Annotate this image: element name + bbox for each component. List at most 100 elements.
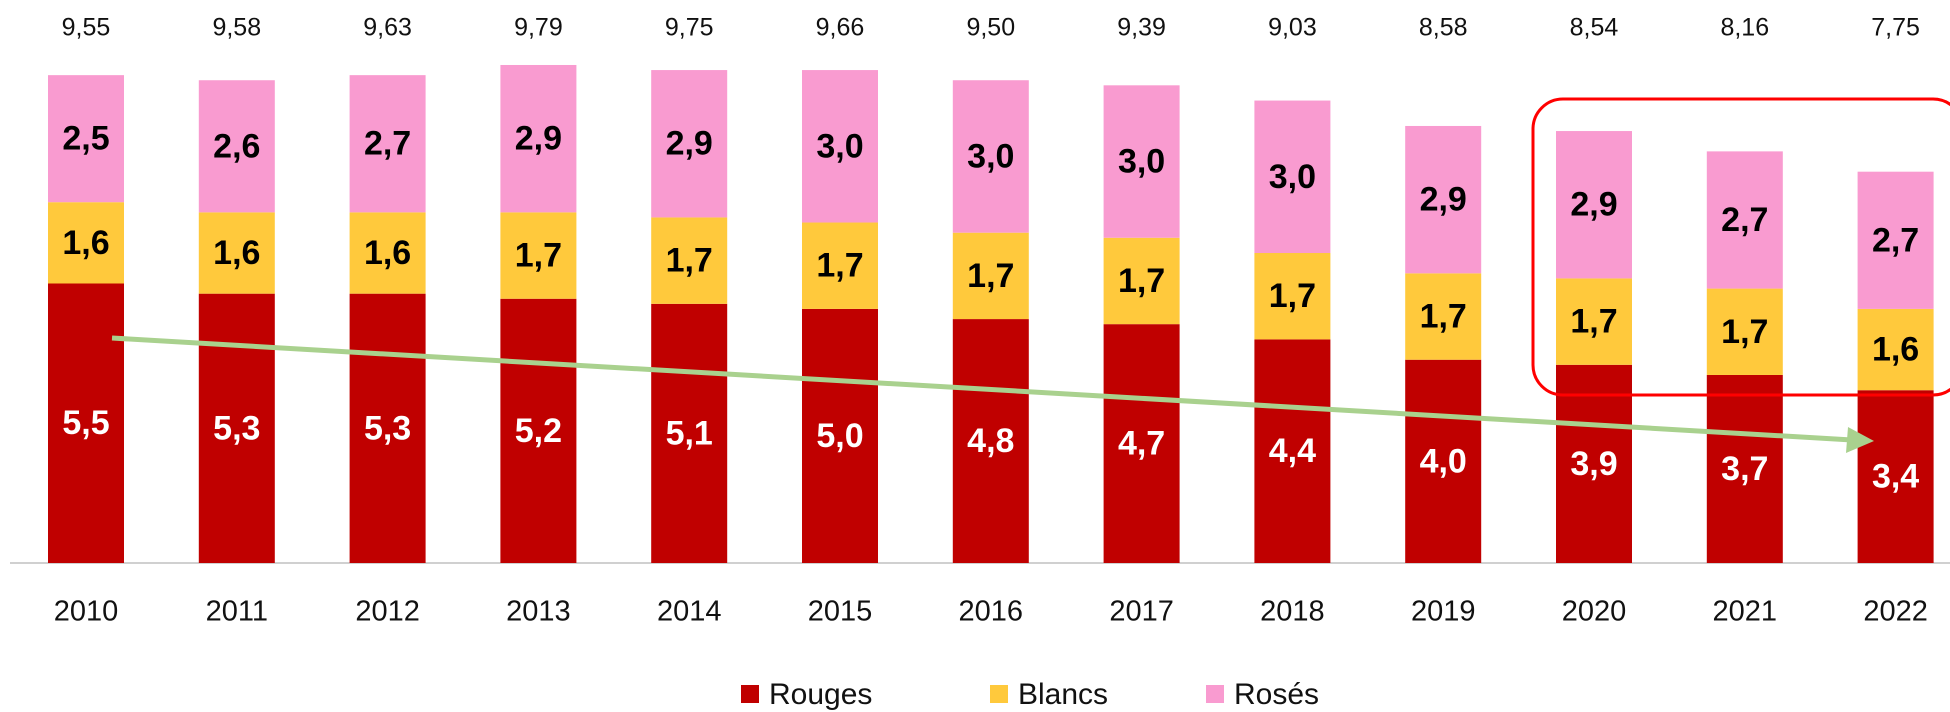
total-label: 9,39 — [1117, 14, 1166, 42]
bar-segment — [1254, 253, 1331, 340]
bar-segment — [1103, 85, 1180, 238]
value-label: 1,7 — [1118, 262, 1165, 300]
bar-segment — [952, 232, 1029, 320]
value-label: 3,7 — [1721, 450, 1768, 488]
bar-segment — [1857, 171, 1934, 309]
value-label: 2,6 — [213, 127, 260, 165]
value-label: 1,7 — [1570, 303, 1617, 341]
bar-segment — [802, 308, 878, 563]
trend-arrow-head — [1846, 427, 1874, 453]
bar-segment — [1857, 390, 1934, 563]
total-label: 9,55 — [62, 14, 111, 42]
x-tick-label: 2019 — [1411, 596, 1476, 628]
total-label: 9,58 — [212, 14, 261, 42]
bar-segment — [198, 80, 275, 213]
value-label: 5,5 — [62, 404, 109, 442]
bars — [48, 64, 1934, 563]
bar-segment — [1405, 273, 1482, 360]
value-label: 5,3 — [213, 409, 260, 447]
value-label: 1,7 — [1269, 277, 1316, 315]
bar-segment — [48, 283, 124, 563]
value-label: 3,0 — [816, 127, 863, 165]
value-label: 2,9 — [666, 125, 713, 163]
bar-segment — [1556, 364, 1632, 563]
bar-segment — [48, 75, 124, 203]
value-label: 1,7 — [967, 257, 1014, 295]
bar-segment — [198, 212, 275, 294]
legend-swatch — [990, 685, 1008, 703]
x-tick-label: 2014 — [657, 596, 722, 628]
bar-segment — [1706, 288, 1783, 375]
value-label: 1,7 — [1721, 313, 1768, 351]
legend-label: Blancs — [1018, 678, 1108, 711]
bar-segment — [1706, 374, 1783, 563]
trend-arrow — [111, 335, 1853, 443]
bar-segment — [1857, 308, 1934, 391]
legend-swatch — [741, 685, 759, 703]
value-label: 2,9 — [1570, 186, 1617, 224]
x-tick-label: 2021 — [1713, 596, 1778, 628]
value-label: 2,7 — [1872, 221, 1919, 259]
bar-segment — [349, 212, 426, 294]
value-label: 4,0 — [1420, 442, 1467, 480]
total-label: 8,54 — [1570, 14, 1619, 42]
x-tick-label: 2012 — [355, 596, 420, 628]
x-tick-label: 2016 — [959, 596, 1024, 628]
bar-segment — [500, 298, 577, 563]
bar-segment — [952, 80, 1029, 233]
bar-segment — [1706, 151, 1783, 289]
bar-segment — [349, 75, 426, 213]
bar-segment — [1254, 100, 1331, 254]
total-label: 9,50 — [966, 14, 1015, 42]
legend-label: Rouges — [769, 678, 872, 711]
legend-swatch — [1206, 685, 1224, 703]
bar-segment — [651, 70, 728, 218]
value-label: 4,7 — [1118, 425, 1165, 463]
value-label: 1,7 — [515, 237, 562, 275]
value-label: 5,1 — [666, 414, 713, 452]
value-label: 2,9 — [1420, 181, 1467, 219]
x-tick-label: 2022 — [1863, 596, 1928, 628]
value-label: 2,5 — [62, 120, 109, 158]
total-label: 7,75 — [1871, 14, 1920, 42]
value-label: 2,7 — [364, 125, 411, 163]
x-tick-label: 2020 — [1562, 596, 1627, 628]
bar-segment — [1254, 339, 1331, 563]
total-label: 9,03 — [1268, 14, 1317, 42]
bar-segment — [802, 222, 878, 309]
value-label: 1,6 — [1872, 331, 1919, 369]
highlight-box — [1531, 97, 1950, 397]
value-label: 4,4 — [1269, 432, 1316, 470]
x-tick-label: 2010 — [54, 596, 119, 628]
value-label: 2,7 — [1721, 201, 1768, 239]
total-label: 9,79 — [514, 14, 563, 42]
value-label: 3,0 — [967, 137, 1014, 175]
total-label: 9,66 — [816, 14, 865, 42]
bar-segment — [952, 319, 1029, 563]
legend-label: Rosés — [1234, 678, 1319, 711]
value-label: 3,9 — [1570, 445, 1617, 483]
value-label: 1,6 — [364, 234, 411, 272]
x-tick-label: 2011 — [206, 596, 268, 628]
x-tick-label: 2017 — [1109, 596, 1174, 628]
total-label: 8,16 — [1720, 14, 1769, 42]
bar-segment — [1405, 359, 1482, 563]
bar-segment — [500, 64, 577, 213]
bar-segment — [198, 293, 275, 563]
bar-segment — [1556, 131, 1632, 279]
value-label: 2,9 — [515, 120, 562, 158]
bar-segment — [651, 217, 728, 304]
labels: 5,5 1,6 2,5 9,55 2010 5,3 1,6 2,6 9,58 2011 5,3 1,6… — [54, 14, 1928, 711]
x-tick-label: 2018 — [1260, 596, 1325, 628]
total-label: 8,58 — [1419, 14, 1468, 42]
value-label: 1,6 — [62, 224, 109, 262]
bar-segment — [1103, 324, 1180, 563]
bar-segment — [802, 70, 878, 223]
x-tick-label: 2015 — [808, 596, 873, 628]
total-label: 9,75 — [665, 14, 714, 42]
value-label: 3,0 — [1269, 158, 1316, 196]
value-label: 3,4 — [1872, 458, 1919, 496]
value-label: 5,2 — [515, 412, 562, 450]
bar-segment — [48, 202, 124, 284]
